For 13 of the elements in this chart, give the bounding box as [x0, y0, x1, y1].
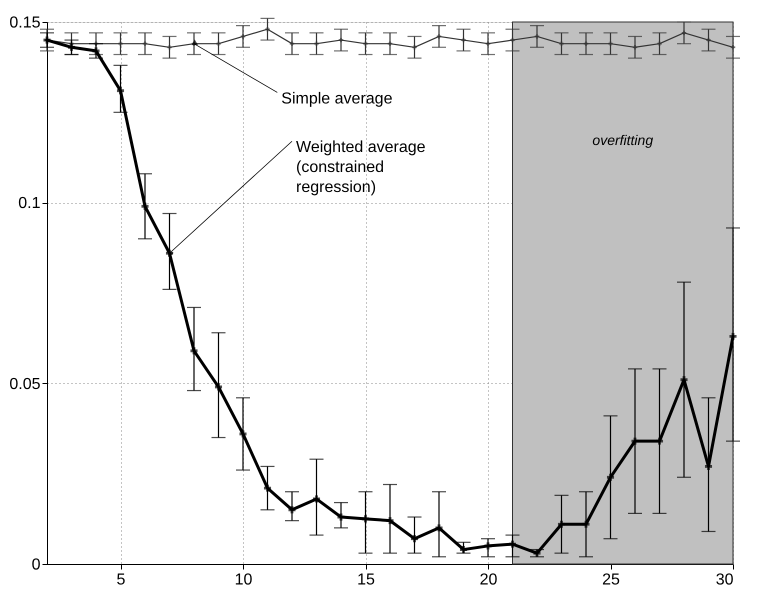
band-label: overfitting [592, 132, 654, 148]
x-tick-label: 30 [716, 572, 734, 588]
y-tick-label: 0.15 [9, 14, 41, 32]
x-tick-label: 25 [602, 572, 620, 588]
annotation: Weighted average (constrained regression) [296, 139, 426, 196]
annotation: Simple average [281, 90, 393, 108]
y-tick-label: 0 [32, 556, 41, 574]
y-tick-label: 0.05 [9, 376, 41, 393]
y-tick-label: 0.1 [18, 195, 41, 212]
x-tick-label: 20 [480, 572, 498, 588]
x-tick-label: 15 [357, 572, 375, 588]
x-tick-label: 5 [116, 572, 126, 588]
x-tick-label: 10 [234, 572, 252, 588]
